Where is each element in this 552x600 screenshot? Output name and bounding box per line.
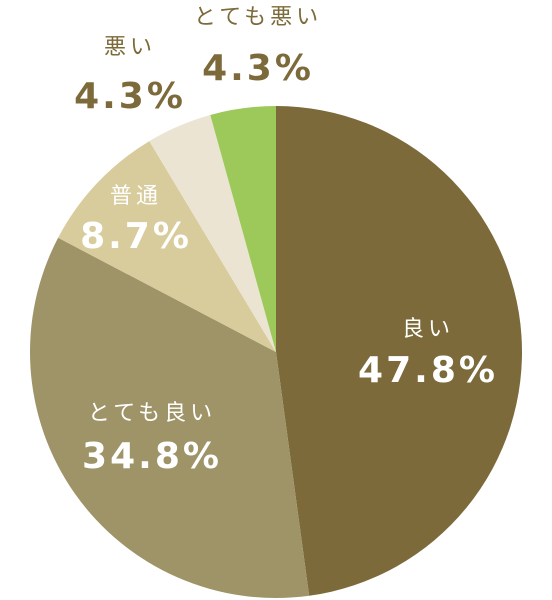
slice-value-label: 34.8% (82, 436, 222, 477)
slice-value-label: 4.3% (74, 76, 186, 117)
slice-value-label: 4.3% (202, 48, 314, 89)
pie-slice (58, 141, 276, 352)
slice-value-label: 47.8% (358, 350, 498, 391)
pie-slice (210, 106, 276, 352)
pie-slice (149, 114, 276, 352)
slice-value-label: 8.7% (80, 216, 192, 257)
pie-slice (276, 106, 523, 596)
slice-name: とても良い (88, 401, 216, 426)
slice-name: 普通 (110, 184, 162, 209)
slice-name: 悪い (104, 35, 156, 60)
pie-slice (29, 237, 310, 599)
slice-name: 良い (402, 317, 454, 342)
slice-name: とても悪い (194, 5, 322, 30)
